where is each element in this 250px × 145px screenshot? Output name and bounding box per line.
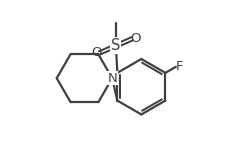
Text: O: O	[130, 32, 141, 45]
Text: O: O	[91, 46, 101, 59]
Text: S: S	[111, 38, 120, 53]
Text: F: F	[176, 60, 183, 73]
Text: N: N	[107, 72, 117, 85]
